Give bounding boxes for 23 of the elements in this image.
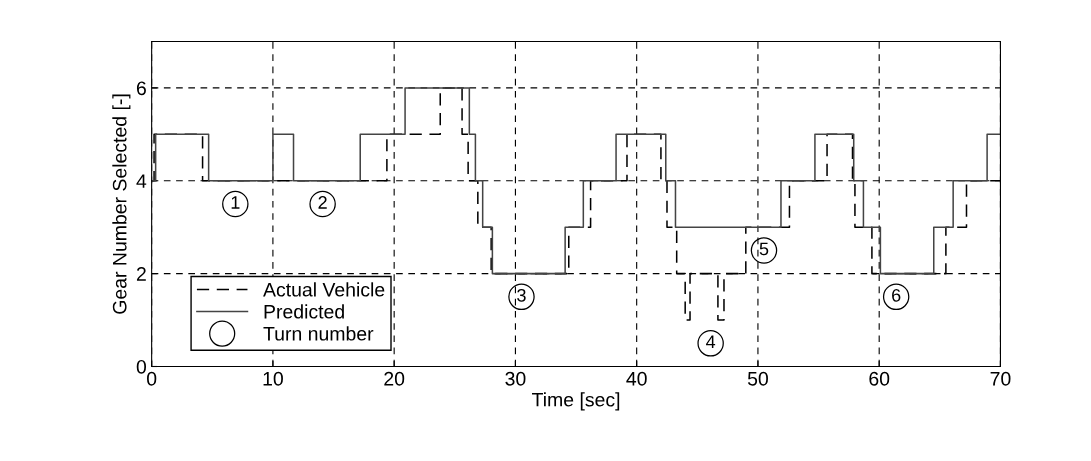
annotation: 4 (706, 335, 716, 348)
x-tick-label: 20 (384, 371, 405, 386)
legend-label: Predicted (264, 304, 344, 319)
x-tick-label: 10 (263, 371, 283, 386)
x-axis-title: Time [sec] (532, 392, 620, 411)
annotation: 1 (231, 196, 240, 209)
y-tick-label: 2 (136, 267, 146, 281)
x-tick-label: 0 (147, 371, 157, 386)
annotation: 3 (517, 288, 526, 302)
x-tick-label: 70 (990, 371, 1011, 386)
x-tick-label: 60 (869, 371, 890, 386)
legend-label: Actual Vehicle (263, 282, 385, 297)
y-tick-label: 4 (136, 174, 147, 188)
legend-label: Turn number (263, 326, 374, 341)
annotation: 6 (892, 288, 901, 302)
x-tick-label: 40 (626, 371, 647, 386)
x-tick-label: 30 (505, 371, 526, 386)
annotation: 5 (759, 242, 769, 256)
annotation: 2 (318, 196, 327, 209)
x-tick-label: 50 (747, 371, 768, 386)
y-tick-label: 0 (136, 359, 147, 374)
y-axis-title: Gear Number Selected [-] (112, 94, 131, 314)
y-tick-label: 6 (136, 81, 146, 96)
